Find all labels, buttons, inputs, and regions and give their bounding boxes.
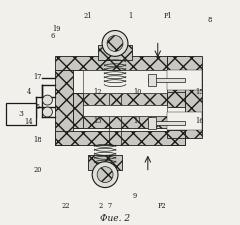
- Text: 3: 3: [18, 110, 23, 118]
- Circle shape: [102, 31, 128, 56]
- Bar: [73, 93, 83, 128]
- Text: 21: 21: [84, 12, 92, 20]
- Text: 1: 1: [128, 12, 132, 20]
- Text: 5: 5: [35, 103, 40, 111]
- Bar: [83, 70, 167, 93]
- Text: P1: P1: [163, 12, 172, 20]
- Bar: [167, 70, 185, 85]
- Text: 19: 19: [52, 25, 61, 33]
- Bar: [55, 131, 185, 145]
- Bar: [55, 56, 185, 70]
- Circle shape: [97, 167, 113, 182]
- Text: 2: 2: [98, 202, 102, 210]
- Bar: [167, 56, 185, 95]
- Text: 6: 6: [50, 32, 54, 40]
- Text: 14: 14: [24, 118, 33, 126]
- Bar: [185, 70, 203, 138]
- Bar: [167, 92, 185, 107]
- Circle shape: [107, 36, 123, 51]
- Text: 12: 12: [93, 88, 101, 96]
- Bar: [55, 70, 73, 145]
- Text: 15: 15: [195, 88, 204, 96]
- Bar: [88, 155, 122, 170]
- Bar: [6, 103, 36, 125]
- Text: 7: 7: [108, 202, 112, 210]
- Text: 16: 16: [195, 117, 204, 125]
- Bar: [73, 93, 167, 105]
- Text: 13: 13: [93, 117, 101, 125]
- Text: 9: 9: [133, 192, 137, 200]
- Text: 18: 18: [33, 136, 42, 144]
- Bar: [148, 121, 185, 125]
- Bar: [167, 70, 203, 90]
- Text: P2: P2: [157, 202, 166, 210]
- Bar: [167, 112, 203, 130]
- Bar: [167, 130, 185, 138]
- Bar: [167, 112, 185, 120]
- Circle shape: [42, 107, 52, 117]
- Text: 11: 11: [134, 117, 142, 125]
- Circle shape: [92, 162, 118, 187]
- Bar: [98, 45, 132, 60]
- Text: 20: 20: [33, 166, 42, 174]
- Bar: [148, 78, 185, 82]
- Text: 8: 8: [207, 16, 212, 24]
- Text: 4: 4: [26, 88, 31, 96]
- Text: 17: 17: [33, 73, 42, 81]
- Text: 22: 22: [61, 202, 70, 210]
- Text: Фие. 2: Фие. 2: [100, 214, 130, 223]
- Bar: [83, 105, 167, 116]
- Bar: [73, 116, 167, 128]
- Bar: [167, 56, 203, 70]
- Text: 10: 10: [134, 88, 142, 96]
- Bar: [167, 118, 185, 145]
- Circle shape: [42, 95, 52, 105]
- Bar: [148, 117, 156, 129]
- Bar: [148, 74, 156, 86]
